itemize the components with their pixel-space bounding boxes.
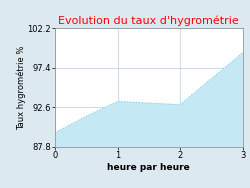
Y-axis label: Taux hygrométrie %: Taux hygrométrie % (16, 45, 26, 130)
Title: Evolution du taux d'hygrométrie: Evolution du taux d'hygrométrie (58, 16, 239, 26)
X-axis label: heure par heure: heure par heure (108, 163, 190, 172)
